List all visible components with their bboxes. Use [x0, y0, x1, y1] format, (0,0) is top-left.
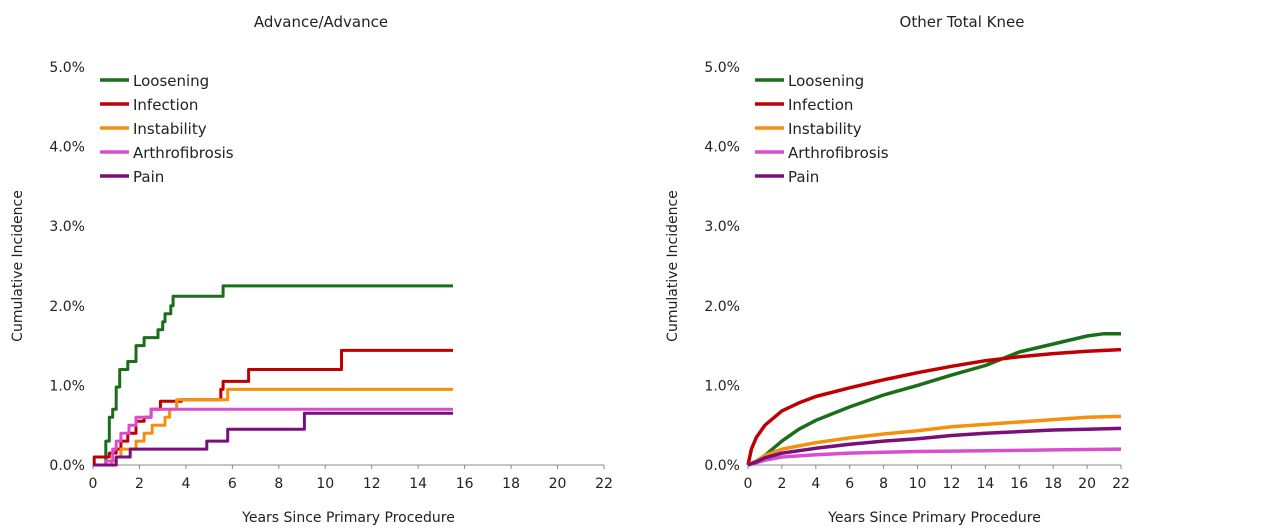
- x-tick-label: 12: [943, 476, 961, 492]
- legend-label: Infection: [788, 96, 853, 114]
- y-tick-label: 1.0%: [49, 378, 85, 394]
- x-tick-label: 18: [1044, 476, 1062, 492]
- legend-label: Pain: [788, 168, 819, 186]
- y-tick-label: 2.0%: [704, 299, 740, 315]
- series-line-pain: [747, 426, 1122, 467]
- x-tick-label: 8: [879, 476, 888, 492]
- x-tick-label: 18: [502, 476, 520, 492]
- x-tick-label: 22: [595, 476, 613, 492]
- y-tick-label: 3.0%: [49, 219, 85, 235]
- y-tick-label: 3.0%: [704, 219, 740, 235]
- y-tick-label: 4.0%: [49, 140, 85, 156]
- chart-title: Advance/Advance: [254, 13, 388, 31]
- legend-label: Arthrofibrosis: [133, 144, 234, 162]
- chart-title: Other Total Knee: [900, 13, 1025, 31]
- x-tick-label: 20: [1078, 476, 1096, 492]
- x-tick-label: 12: [363, 476, 381, 492]
- y-tick-label: 1.0%: [704, 378, 740, 394]
- y-tick-label: 5.0%: [704, 60, 740, 76]
- legend-label: Instability: [788, 120, 862, 138]
- series-line-pain: [93, 411, 453, 467]
- series-line-loosening: [747, 331, 1121, 467]
- x-tick-label: 2: [135, 476, 144, 492]
- x-tick-label: 10: [316, 476, 334, 492]
- x-tick-label: 14: [409, 476, 427, 492]
- x-tick-label: 4: [181, 476, 190, 492]
- legend-label: Infection: [133, 96, 198, 114]
- x-tick-label: 4: [811, 476, 820, 492]
- series-line-loosening: [93, 284, 453, 467]
- series-line-instability: [93, 387, 453, 467]
- x-tick-label: 16: [456, 476, 474, 492]
- x-axis-label: Years Since Primary Procedure: [241, 510, 455, 526]
- x-tick-label: 6: [845, 476, 854, 492]
- x-tick-label: 0: [744, 476, 753, 492]
- x-tick-label: 14: [976, 476, 994, 492]
- y-axis-label: Cumulative Incidence: [10, 190, 26, 342]
- chart-other-total-knee: Other Total Knee 0.0% 1.0% 2.0% 3.0% 4.0% 5.0%…: [665, 13, 1130, 526]
- x-tick-label: 0: [89, 476, 98, 492]
- y-axis-label: Cumulative Incidence: [665, 190, 681, 342]
- legend-label: Arthrofibrosis: [788, 144, 889, 162]
- legend-label: Loosening: [788, 72, 864, 90]
- series-line-infection: [746, 347, 1122, 466]
- y-tick-label: 2.0%: [49, 299, 85, 315]
- legend-label: Instability: [133, 120, 207, 138]
- y-tick-label: 0.0%: [49, 458, 85, 474]
- y-tick-label: 5.0%: [49, 60, 85, 76]
- x-tick-label: 20: [549, 476, 567, 492]
- x-axis-label: Years Since Primary Procedure: [827, 510, 1041, 526]
- x-tick-label: 16: [1010, 476, 1028, 492]
- x-tick-label: 6: [228, 476, 237, 492]
- x-tick-label: 22: [1112, 476, 1130, 492]
- legend-label: Loosening: [133, 72, 209, 90]
- series-line-instability: [747, 414, 1122, 467]
- chart-advance-advance: Advance/Advance 0.0% 1.0% 2.0% 3.0% 4.0% 5.0% 0…: [10, 13, 613, 526]
- x-tick-label: 2: [777, 476, 786, 492]
- y-tick-label: 4.0%: [704, 140, 740, 156]
- legend-label: Pain: [133, 168, 164, 186]
- x-tick-label: 8: [274, 476, 283, 492]
- series-line-arthrofibrosis: [93, 407, 453, 467]
- x-tick-label: 10: [909, 476, 927, 492]
- y-tick-label: 0.0%: [704, 458, 740, 474]
